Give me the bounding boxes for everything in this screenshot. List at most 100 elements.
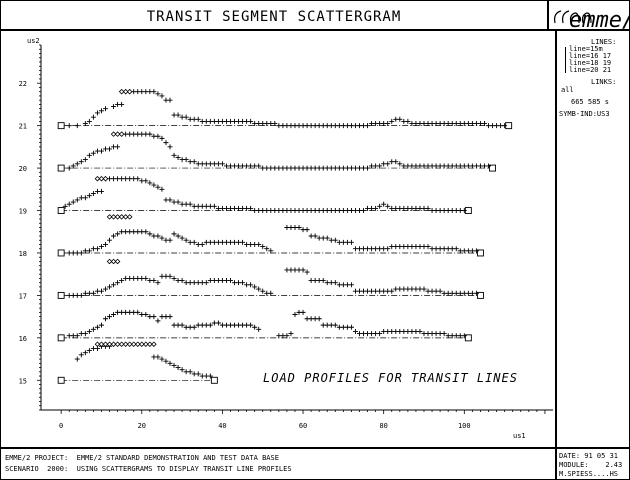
- plus-marker: [135, 309, 141, 315]
- plus-marker: [94, 246, 100, 252]
- plus-marker: [175, 233, 181, 239]
- plus-marker: [107, 314, 113, 320]
- y-tick-label: 19: [19, 208, 27, 216]
- plus-marker: [143, 275, 149, 281]
- plus-marker: [256, 241, 262, 247]
- plus-marker: [441, 331, 447, 337]
- baseline-start-square: [57, 122, 65, 130]
- plus-marker: [163, 358, 169, 364]
- x-tick-label: 60: [299, 422, 307, 430]
- plus-marker: [332, 237, 338, 243]
- plus-marker: [171, 275, 177, 281]
- plus-marker: [111, 104, 117, 110]
- plus-marker: [111, 312, 117, 318]
- plus-marker: [155, 184, 161, 190]
- plus-marker: [82, 195, 88, 201]
- plus-marker: [171, 231, 177, 237]
- plot-area: 15 16 17 18 19 20 21 22 0 20 40 60 80 100 us2 us1 LOAD …: [0, 30, 556, 448]
- plus-marker: [207, 322, 213, 328]
- plus-marker: [385, 121, 391, 127]
- scenario-line: SCENARIO 2000: USING SCATTERGRAMS TO DIS…: [5, 465, 292, 473]
- plus-marker: [78, 352, 84, 358]
- y-tick-label: 15: [19, 377, 27, 385]
- plus-marker: [78, 250, 84, 256]
- plus-marker: [377, 163, 383, 169]
- plus-marker: [62, 203, 68, 209]
- plus-marker: [240, 280, 246, 286]
- plus-marker: [167, 273, 173, 279]
- plus-marker: [167, 97, 173, 103]
- plus-marker: [119, 278, 125, 284]
- plus-marker: [393, 159, 399, 165]
- page-title: TRANSIT SEGMENT SCATTERGRAM: [146, 9, 402, 25]
- plus-marker: [167, 314, 173, 320]
- plus-marker: [111, 233, 117, 239]
- plus-marker: [98, 148, 104, 154]
- y-tick-label: 21: [19, 123, 27, 131]
- project-line: EMME/2 PROJECT: EMME/2 STANDARD DEMONSTR…: [5, 454, 279, 462]
- plus-marker: [147, 180, 153, 186]
- chart-marks: [62, 88, 508, 379]
- y-tick-label: 22: [19, 80, 27, 88]
- plus-marker: [397, 161, 403, 167]
- axes: 15 16 17 18 19 20 21 22 0 20 40 60 80 100 us2 us1: [19, 37, 553, 440]
- emme2-logo: emme/2: [548, 0, 630, 33]
- diamond-marker: [102, 175, 109, 182]
- baseline-start-square: [57, 249, 65, 257]
- lines-header: LINES:: [591, 38, 617, 46]
- plus-marker: [211, 203, 217, 209]
- plus-marker: [143, 229, 149, 235]
- plus-marker: [377, 331, 383, 337]
- diamond-marker: [151, 341, 157, 347]
- plus-marker: [171, 362, 177, 368]
- plus-marker: [248, 282, 254, 288]
- plus-marker: [111, 282, 117, 288]
- plus-marker: [179, 235, 185, 241]
- plus-marker: [155, 280, 161, 286]
- plus-marker: [248, 205, 254, 211]
- diamond-marker: [118, 131, 125, 137]
- plus-marker: [252, 284, 258, 290]
- x-axis-label: us1: [513, 432, 526, 440]
- plus-marker: [361, 208, 367, 214]
- diamond-marker: [130, 341, 137, 347]
- plus-marker: [115, 231, 121, 237]
- plus-marker: [381, 201, 387, 207]
- logo-graphic: emme/2: [554, 8, 630, 33]
- plus-marker: [352, 328, 358, 334]
- y-tick-label: 20: [19, 165, 27, 173]
- plus-marker: [98, 188, 104, 194]
- diamond-marker: [114, 258, 121, 265]
- plus-marker: [332, 322, 338, 328]
- plus-marker: [179, 367, 185, 373]
- plus-marker: [300, 267, 306, 273]
- plus-marker: [159, 93, 165, 99]
- plus-marker: [98, 108, 104, 114]
- plus-marker: [256, 286, 262, 292]
- plus-marker: [78, 159, 84, 165]
- plus-marker: [248, 118, 254, 124]
- diamond-marker: [106, 341, 113, 347]
- baseline-start-square: [57, 291, 65, 299]
- diamond-marker: [126, 214, 133, 220]
- plus-marker: [417, 328, 423, 334]
- plus-marker: [332, 280, 338, 286]
- plus-marker: [143, 178, 149, 184]
- diamond-marker: [139, 341, 145, 347]
- plus-marker: [300, 309, 306, 315]
- x-tick-label: 100: [458, 422, 471, 430]
- plus-marker: [163, 140, 169, 146]
- diamond-marker: [114, 131, 121, 137]
- plus-marker: [86, 248, 92, 254]
- diamond-marker: [118, 341, 125, 347]
- plus-marker: [86, 348, 92, 354]
- diamond-marker: [98, 175, 105, 182]
- plus-marker: [167, 360, 173, 366]
- diamond-marker: [98, 341, 105, 347]
- title-bar: TRANSIT SEGMENT SCATTERGRAM: [0, 0, 548, 30]
- plus-marker: [175, 365, 181, 371]
- diamond-marker: [122, 88, 129, 95]
- x-tick-label: 0: [59, 422, 63, 430]
- plus-marker: [90, 150, 96, 156]
- plus-marker: [90, 290, 96, 296]
